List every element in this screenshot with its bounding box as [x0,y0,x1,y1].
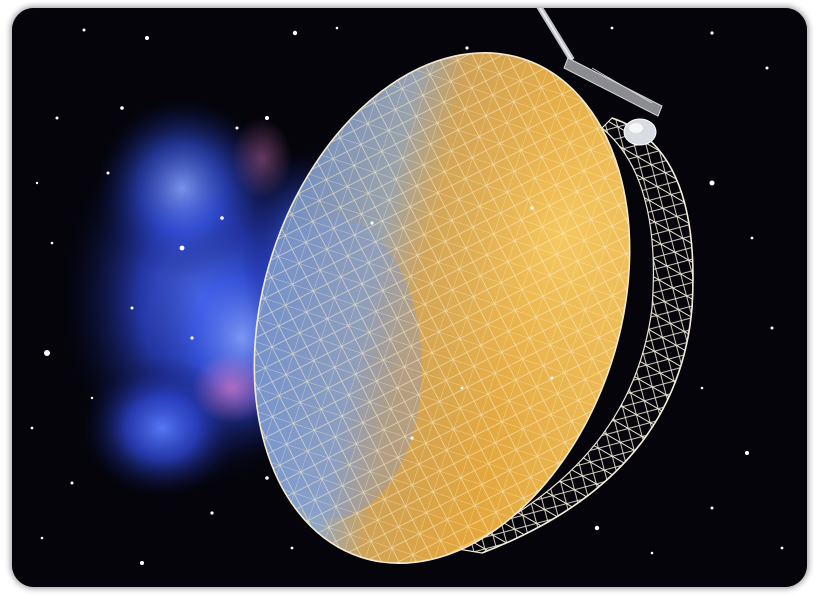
feed-arm [536,8,663,117]
support-truss [449,117,694,554]
space-scene [12,8,807,587]
receiver-pod [623,118,657,146]
stars [30,26,784,565]
image-frame [12,8,807,587]
